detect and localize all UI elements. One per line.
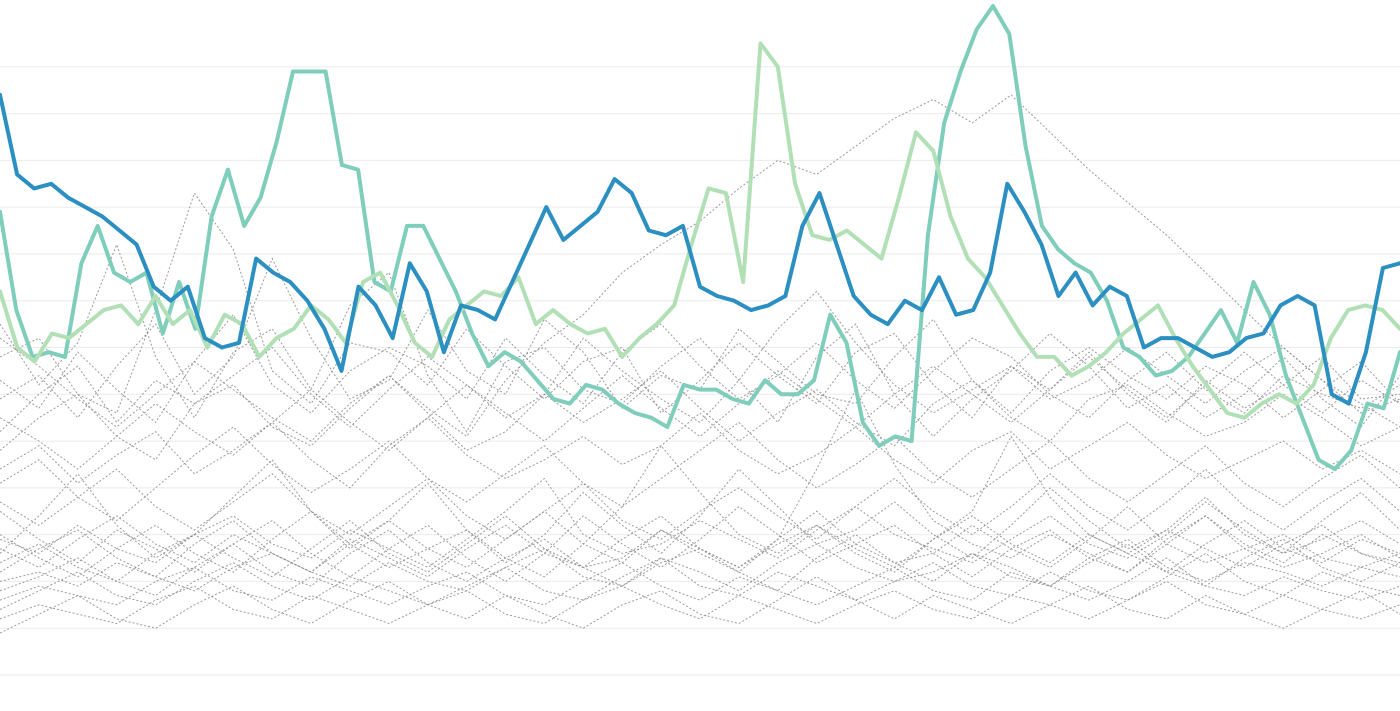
- background-series-line-22: [0, 468, 1400, 540]
- background-series-line-19: [0, 388, 1400, 573]
- background-series-line-9: [0, 505, 1400, 582]
- background-series-line-12: [0, 580, 1400, 625]
- background-series-line-8: [0, 477, 1400, 568]
- background-series-line-16: [0, 444, 1400, 578]
- background-series-line-13: [0, 505, 1400, 582]
- background-series-line-2: [0, 191, 1400, 424]
- background-series-line-14: [0, 459, 1400, 564]
- background-series-line-5: [0, 290, 1400, 433]
- background-series-line-17: [0, 435, 1400, 578]
- background-series-line-11: [0, 557, 1400, 606]
- highlighted-series-group: [0, 4, 1400, 472]
- background-series-line-21: [0, 421, 1400, 522]
- highlighted-series-line-1: [0, 4, 1400, 472]
- background-series-line-1: [0, 243, 1400, 438]
- background-series-line-23: [0, 351, 1400, 470]
- highlighted-series-line-2: [0, 41, 1400, 420]
- grid-lines: [0, 66, 1400, 676]
- background-series-line-15: [0, 529, 1400, 597]
- background-series-line-6: [0, 370, 1400, 461]
- background-series-line-24: [0, 576, 1400, 634]
- background-series-line-18: [0, 552, 1400, 610]
- background-series-line-10: [0, 538, 1400, 592]
- background-series-line-7: [0, 412, 1400, 489]
- background-series-line-20: [0, 94, 1400, 442]
- highlighted-series-line-3: [0, 92, 1400, 406]
- background-series-line-4: [0, 313, 1400, 424]
- background-series-group: [0, 94, 1400, 634]
